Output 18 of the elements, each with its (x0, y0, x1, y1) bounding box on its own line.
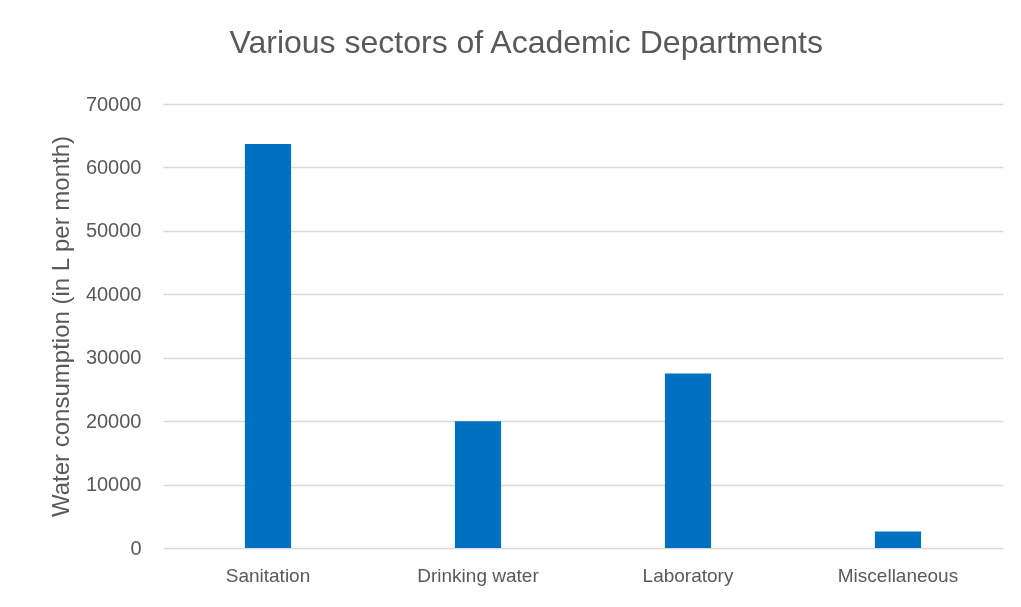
y-tick-label: 30000 (85, 346, 142, 369)
y-tick-label: 20000 (85, 409, 142, 432)
x-tick-label: Miscellaneous (837, 564, 959, 586)
y-tick-label: 0 (130, 536, 142, 559)
bar (874, 531, 922, 548)
bar (454, 421, 502, 548)
y-tick-label: 10000 (85, 473, 142, 496)
y-tick-label: 70000 (85, 92, 142, 115)
x-tick-label: Laboratory (642, 564, 734, 586)
chart-title: Various sectors of Academic Departments (229, 24, 823, 60)
y-tick-label: 50000 (85, 219, 142, 242)
bar (664, 373, 712, 548)
x-tick-label: Sanitation (225, 564, 311, 586)
y-axis-title: Water consumption (in L per month) (46, 135, 74, 518)
x-tick-label: Drinking water (417, 564, 540, 586)
y-tick-label: 40000 (85, 282, 142, 305)
bar (244, 143, 292, 548)
y-tick-label: 60000 (85, 155, 142, 178)
